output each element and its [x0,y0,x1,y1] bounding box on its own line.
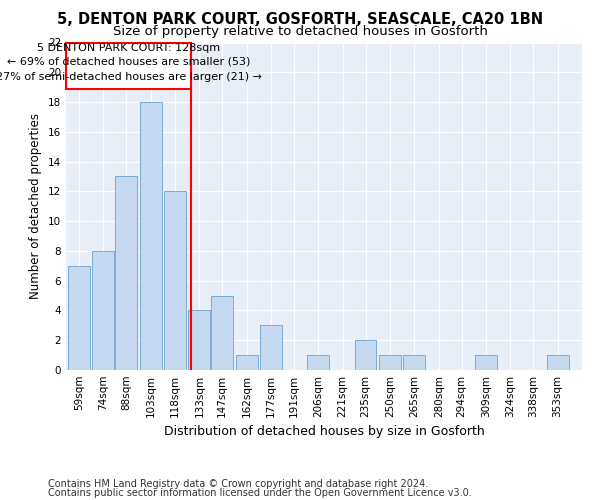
Text: ← 69% of detached houses are smaller (53): ← 69% of detached houses are smaller (53… [7,57,250,67]
Text: 5, DENTON PARK COURT, GOSFORTH, SEASCALE, CA20 1BN: 5, DENTON PARK COURT, GOSFORTH, SEASCALE… [57,12,543,28]
Bar [236,355,257,370]
Y-axis label: Number of detached properties: Number of detached properties [29,114,43,299]
Bar [92,251,115,370]
FancyBboxPatch shape [66,42,191,88]
Bar [307,355,329,370]
Text: 27% of semi-detached houses are larger (21) →: 27% of semi-detached houses are larger (… [0,72,262,82]
Text: 5 DENTON PARK COURT: 128sqm: 5 DENTON PARK COURT: 128sqm [37,44,220,54]
Bar [355,340,376,370]
Text: Size of property relative to detached houses in Gosforth: Size of property relative to detached ho… [113,25,487,38]
Bar [547,355,569,370]
X-axis label: Distribution of detached houses by size in Gosforth: Distribution of detached houses by size … [164,426,484,438]
Bar [475,355,497,370]
Bar [164,192,186,370]
Bar [260,326,282,370]
Bar [188,310,211,370]
Bar [115,176,137,370]
Bar [140,102,161,370]
Bar [211,296,233,370]
Text: Contains public sector information licensed under the Open Government Licence v3: Contains public sector information licen… [48,488,472,498]
Text: Contains HM Land Registry data © Crown copyright and database right 2024.: Contains HM Land Registry data © Crown c… [48,479,428,489]
Bar [403,355,425,370]
Bar [379,355,401,370]
Bar [68,266,90,370]
